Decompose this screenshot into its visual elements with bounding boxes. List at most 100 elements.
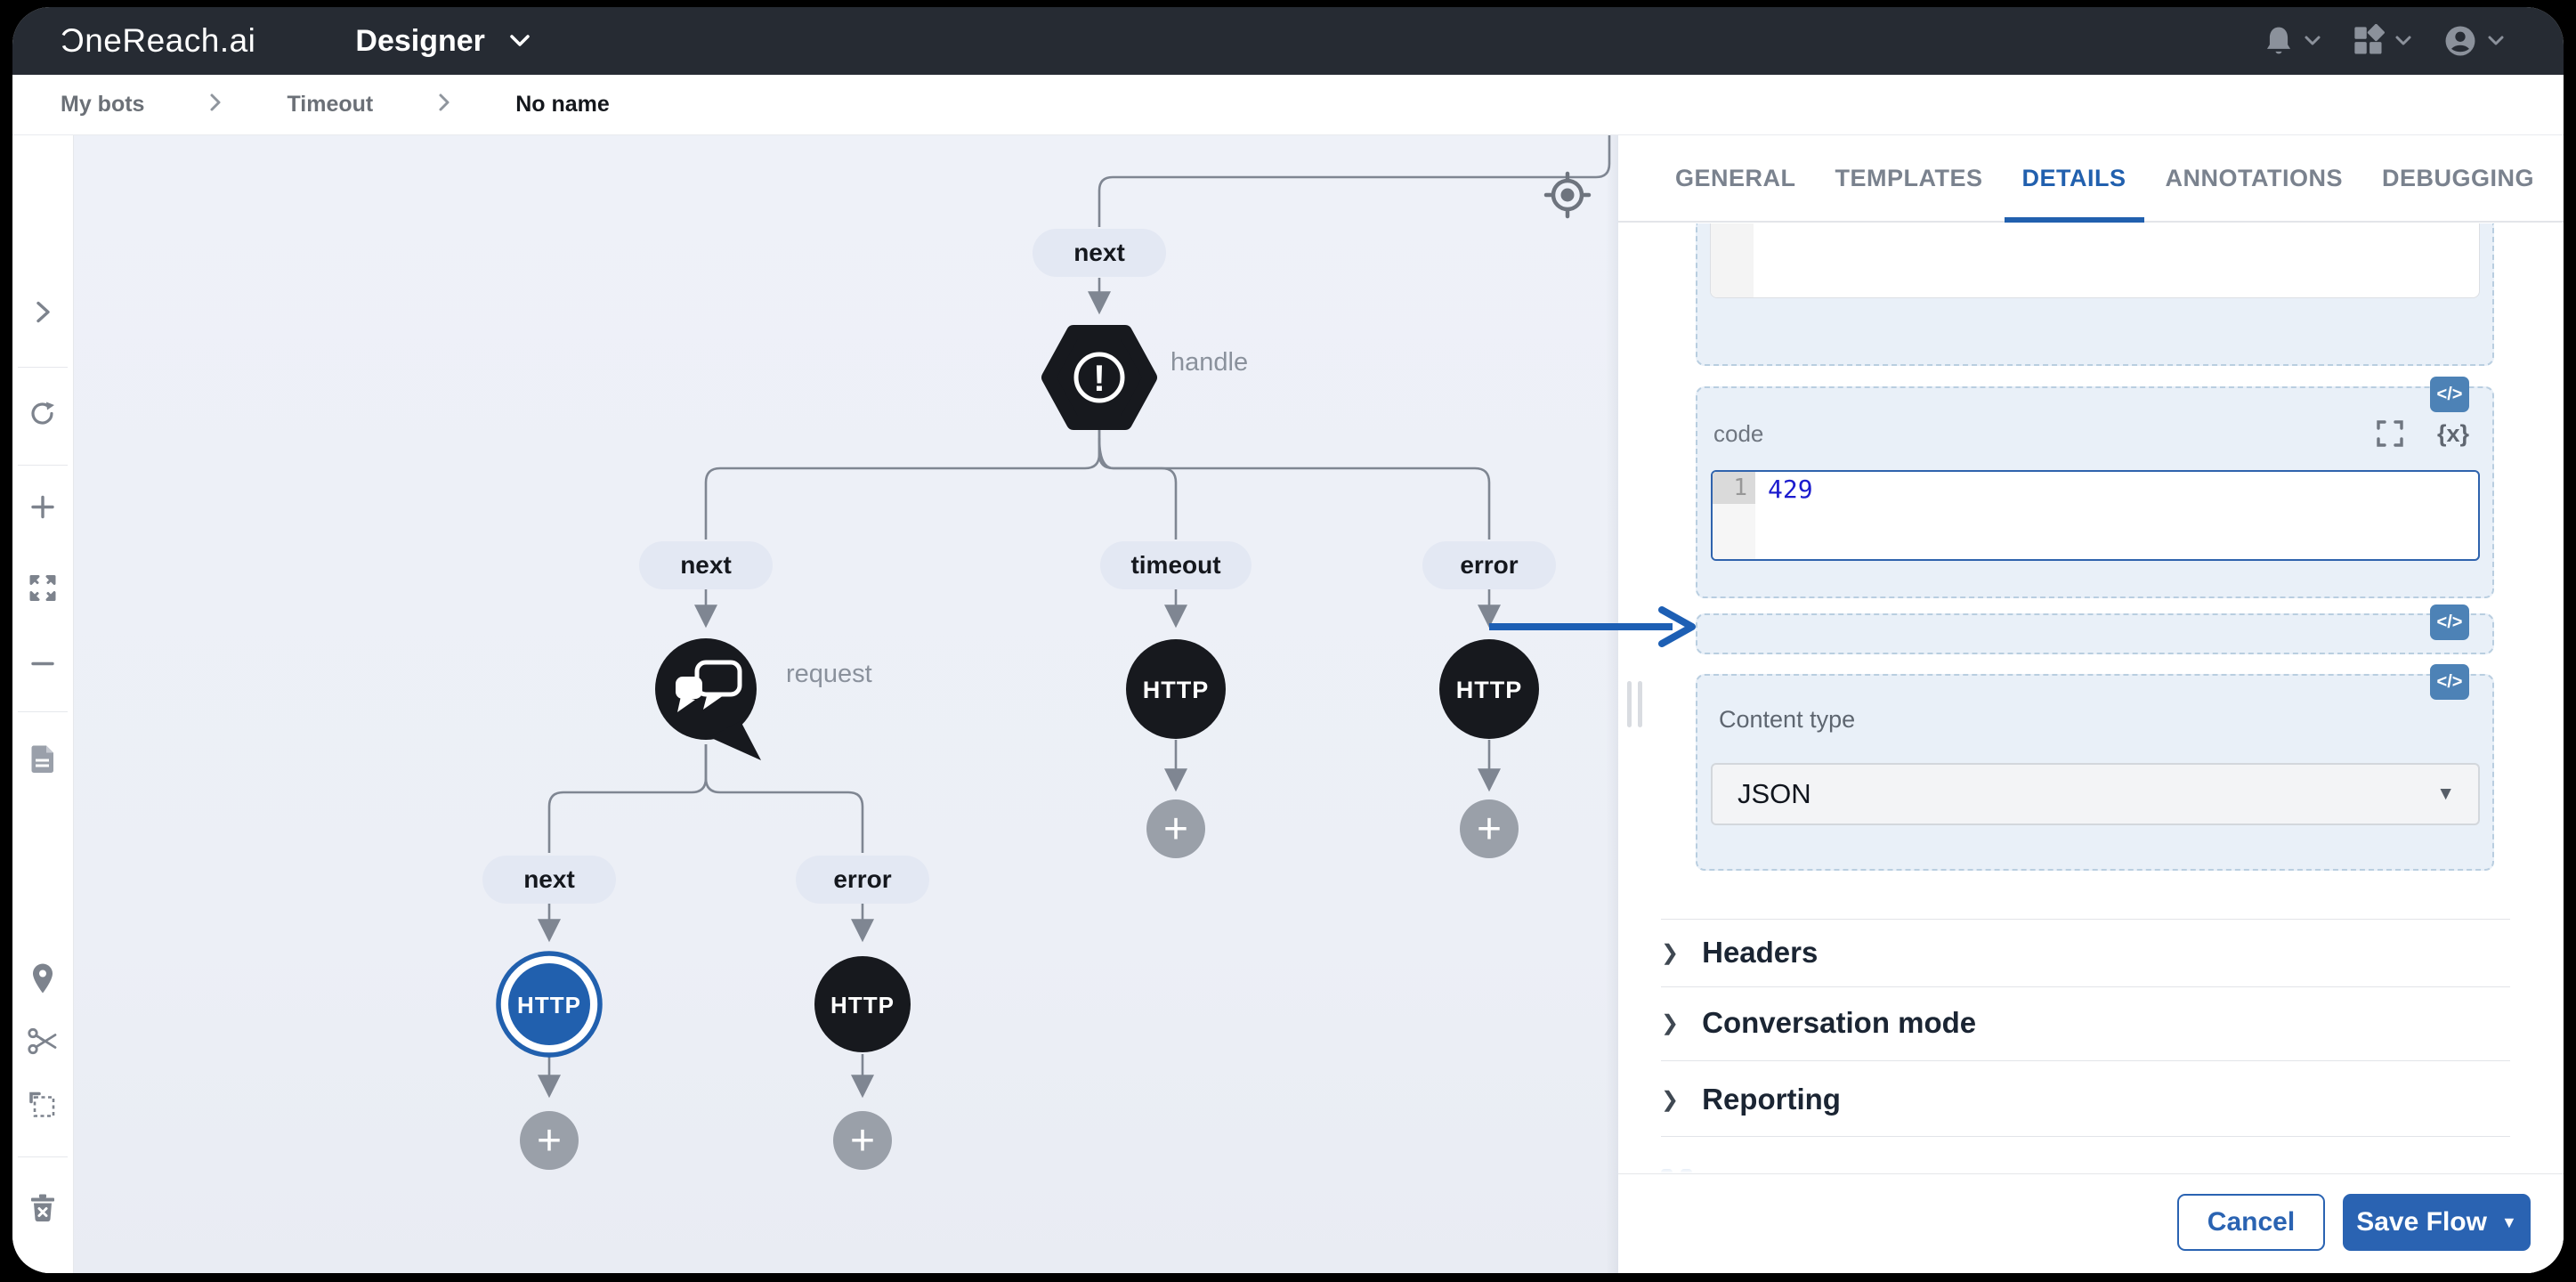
insert-variable-button[interactable]: {x} [2436, 419, 2469, 447]
request-step-node[interactable] [655, 638, 761, 760]
exclamation-icon: ! [1093, 357, 1106, 399]
apps-menu[interactable] [2352, 24, 2412, 58]
chevron-down-icon [2395, 36, 2411, 45]
save-options-caret-icon[interactable]: ▼ [2500, 1213, 2517, 1231]
add-step-button[interactable]: + [1146, 799, 1205, 858]
tab-templates[interactable]: TEMPLATES [1835, 164, 1983, 191]
http-step-node-timeout[interactable]: HTTP [1126, 639, 1226, 739]
center-view-icon[interactable] [1543, 171, 1592, 219]
svg-text:+: + [850, 1117, 875, 1164]
tab-debugging[interactable]: DEBUGGING [2382, 164, 2535, 191]
cancel-button[interactable]: Cancel [2177, 1194, 2325, 1251]
code-mode-badge[interactable]: </> [2430, 604, 2469, 640]
edge-pill-error[interactable]: error [1422, 541, 1556, 589]
expand-sidebar-button[interactable] [29, 298, 56, 331]
accordion-headers[interactable]: ❯ Headers [1661, 936, 1819, 969]
delete-icon[interactable] [28, 1192, 57, 1229]
svg-text:error: error [1460, 551, 1518, 579]
tab-details[interactable]: DETAILS [2004, 135, 2144, 223]
tool-sidebar [12, 135, 74, 1273]
empty-field-section[interactable]: </> [1696, 604, 2494, 654]
breadcrumb-separator-icon [437, 93, 451, 117]
account-menu[interactable] [2442, 23, 2505, 59]
svg-text:timeout: timeout [1130, 551, 1220, 579]
line-number: 1 [1713, 472, 1755, 504]
accordion-reporting[interactable]: ❯ Reporting [1661, 1083, 1841, 1116]
breadcrumb-current-step: No name [515, 92, 610, 117]
divider [1661, 1060, 2510, 1061]
field-section-clipped [1696, 223, 2494, 366]
code-mode-badge[interactable]: </> [2430, 664, 2469, 700]
app-window: ƆneReach.ai Designer [12, 7, 2564, 1273]
add-step-button[interactable]: + [1460, 799, 1519, 858]
code-field-section: </> code {x} 1 429 [1696, 377, 2494, 598]
fit-to-screen-icon[interactable] [28, 573, 58, 608]
divider [1661, 1136, 2510, 1137]
flow-diagram: next ! handle next timeout [482, 135, 1611, 1170]
edge-pill-next[interactable]: next [639, 541, 773, 589]
svg-text:HTTP: HTTP [830, 992, 895, 1018]
edge-pill-next-top[interactable]: next [1033, 229, 1166, 277]
breadcrumb-separator-icon [208, 93, 223, 117]
http-step-node-error2[interactable]: HTTP [814, 956, 911, 1052]
add-step-button[interactable]: + [833, 1111, 892, 1170]
svg-text:next: next [680, 551, 732, 579]
breadcrumb-my-bots[interactable]: My bots [61, 92, 145, 117]
breadcrumb-flow[interactable]: Timeout [287, 92, 374, 117]
http-step-node-error[interactable]: HTTP [1439, 639, 1539, 739]
location-pin-icon[interactable] [29, 963, 56, 1000]
refresh-icon[interactable] [28, 399, 58, 434]
footer-fade [1618, 1138, 2564, 1173]
save-flow-button[interactable]: Save Flow ▼ [2343, 1194, 2531, 1251]
svg-text:+: + [537, 1117, 562, 1164]
http-step-node-selected[interactable]: HTTP [496, 951, 603, 1058]
panel-resize-handle[interactable] [1627, 681, 1647, 727]
fullscreen-icon[interactable] [2375, 418, 2405, 449]
content-type-label: Content type [1719, 706, 1856, 733]
notifications-menu[interactable] [2263, 24, 2321, 58]
marquee-select-icon[interactable] [28, 1091, 58, 1125]
error-handler-node[interactable]: ! [1041, 325, 1157, 430]
avatar [2445, 26, 2475, 56]
tab-annotations[interactable]: ANNOTATIONS [2165, 164, 2343, 191]
code-field-label: code [1713, 420, 1764, 447]
main-body: next ! handle next timeout [12, 135, 2564, 1273]
chevron-down-icon[interactable] [508, 33, 531, 49]
divider [1661, 919, 2510, 920]
sidebar-divider [18, 465, 68, 466]
flow-edges [538, 135, 1611, 1099]
edge-pill-timeout[interactable]: timeout [1100, 541, 1252, 589]
panel-footer: Cancel Save Flow ▼ [1618, 1173, 2564, 1273]
cut-icon[interactable] [27, 1026, 59, 1061]
node-label-handle: handle [1171, 348, 1248, 377]
breadcrumb: My bots Timeout No name [12, 75, 2564, 135]
top-bar: ƆneReach.ai Designer [12, 7, 2564, 75]
accordion-conversation-mode[interactable]: ❯ Conversation mode [1661, 1006, 1977, 1039]
sidebar-divider [18, 711, 68, 712]
zoom-in-icon[interactable] [28, 493, 57, 526]
divider [1661, 986, 2510, 987]
edge-pill-error-lower[interactable]: error [796, 856, 929, 904]
chevron-down-icon [2305, 36, 2321, 45]
add-step-button[interactable]: + [520, 1111, 579, 1170]
content-type-select[interactable]: JSON ▼ [1711, 763, 2480, 825]
code-value: 429 [1768, 475, 1813, 504]
chevron-right-icon: ❯ [1661, 1087, 1680, 1112]
code-input[interactable]: 1 429 [1711, 470, 2480, 561]
topbar-actions [2263, 7, 2505, 75]
panel-tabs: GENERAL TEMPLATES DETAILS ANNOTATIONS DE… [1618, 135, 2564, 223]
flow-canvas[interactable]: next ! handle next timeout [74, 135, 1618, 1273]
svg-text:+: + [1163, 806, 1188, 853]
tab-general[interactable]: GENERAL [1675, 164, 1796, 191]
svg-text:HTTP: HTTP [1456, 677, 1523, 703]
notes-icon[interactable] [28, 743, 58, 780]
sidebar-divider [18, 367, 68, 368]
chevron-right-icon: ❯ [1661, 1010, 1680, 1035]
node-label-request: request [786, 660, 872, 688]
code-mode-badge[interactable]: </> [2430, 377, 2469, 412]
edge-pill-next-lower[interactable]: next [482, 856, 616, 904]
text-editor-clipped[interactable] [1710, 223, 2480, 298]
app-title[interactable]: Designer [355, 23, 485, 58]
zoom-out-icon[interactable] [28, 650, 57, 683]
svg-text:HTTP: HTTP [1143, 677, 1210, 703]
